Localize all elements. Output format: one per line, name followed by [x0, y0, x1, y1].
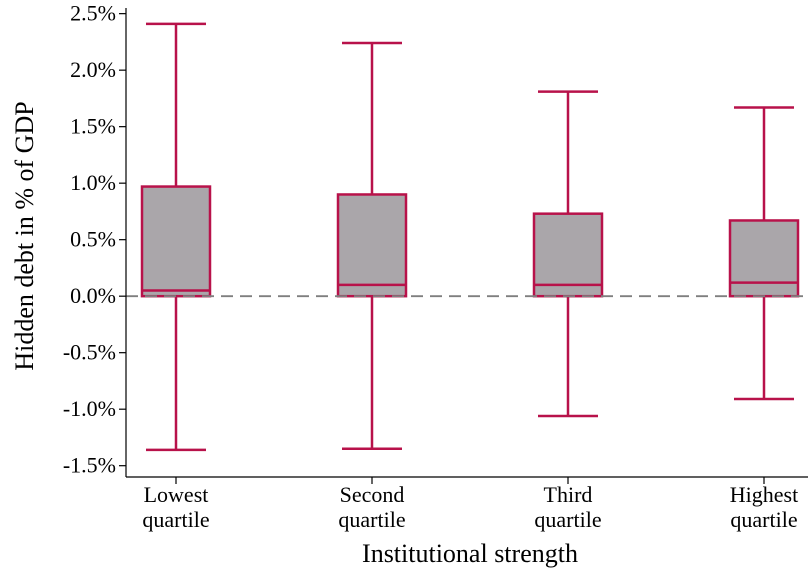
x-tick-label-line2: quartile	[534, 507, 601, 532]
y-tick-label: -1.0%	[63, 396, 116, 421]
x-tick-label-line2: quartile	[730, 507, 797, 532]
y-axis-ticks: -1.5% -1.0% -0.5% 0.0% 0.5% 1.0% 1.5% 2.0% 2.5%	[63, 1, 126, 478]
x-tick-label-line1: Lowest	[144, 482, 209, 507]
x-axis-ticks: LowestquartileSecondquartileThirdquartil…	[142, 477, 798, 532]
box-group	[532, 90, 604, 418]
y-tick-label: 2.0%	[70, 57, 116, 82]
box-iqr	[532, 212, 604, 298]
y-tick-label: 1.5%	[70, 114, 116, 139]
y-axis-title: Hidden debt in % of GDP	[10, 101, 39, 370]
y-tick-label: 0.5%	[70, 227, 116, 252]
x-tick-label-line1: Second	[340, 482, 405, 507]
x-axis-title: Institutional strength	[362, 539, 578, 568]
box-iqr	[336, 193, 408, 298]
y-tick-label: 0.0%	[70, 283, 116, 308]
axes: -1.5%-1.0%-0.5%0.0%0.5%1.0%1.5%2.0%2.5% …	[63, 1, 808, 532]
y-tick-label: -1.5%	[63, 453, 116, 478]
x-tick-label-line2: quartile	[142, 507, 209, 532]
y-tick-label: 1.0%	[70, 170, 116, 195]
box-group	[140, 22, 212, 452]
y-tick-label: 2.5%	[70, 1, 116, 26]
x-tick-label-line1: Highest	[730, 482, 798, 507]
x-tick-label-line2: quartile	[338, 507, 405, 532]
box-group	[728, 106, 800, 401]
x-tick-label-line1: Third	[544, 482, 593, 507]
box-group	[336, 41, 408, 450]
box-iqr	[728, 219, 800, 298]
y-tick-label: -0.5%	[63, 340, 116, 365]
plot-area	[126, 22, 808, 452]
box-iqr	[140, 185, 212, 298]
